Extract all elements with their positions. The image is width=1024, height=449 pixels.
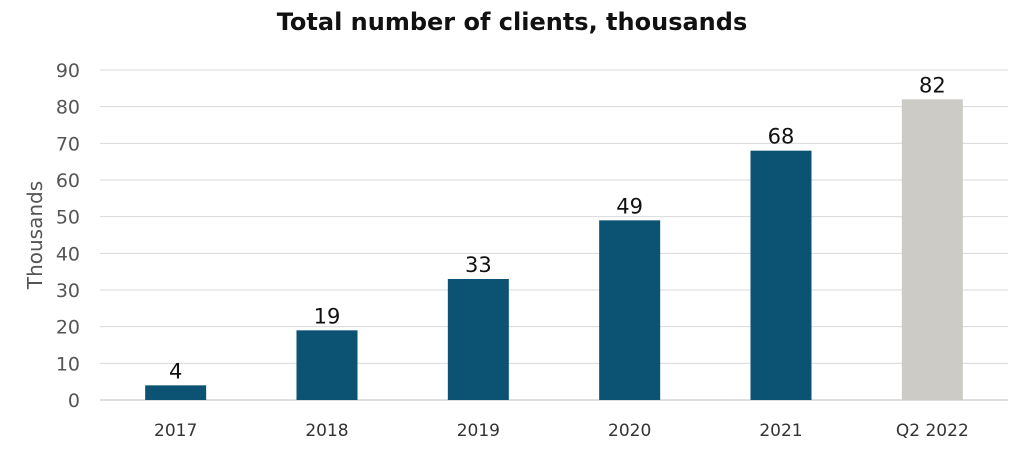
y-tick-label: 10 — [56, 353, 80, 375]
chart-title: Total number of clients, thousands — [276, 8, 748, 36]
x-tick-label: 2018 — [305, 421, 348, 441]
y-tick-label: 70 — [56, 133, 80, 155]
data-label: 19 — [314, 304, 341, 328]
bar-q2-2022 — [901, 99, 963, 400]
y-tick-label: 80 — [56, 97, 80, 119]
bar-2021 — [750, 150, 812, 400]
y-tick-label: 60 — [56, 170, 80, 192]
gridlines — [100, 69, 1008, 401]
data-labels: 4 19 33 49 68 82 — [169, 73, 946, 383]
x-axis-ticks: 2017 2018 2019 2020 2021 Q2 2022 — [154, 421, 969, 441]
x-tick-label: 2020 — [608, 421, 651, 441]
bars — [145, 99, 963, 400]
x-tick-label: 2019 — [457, 421, 500, 441]
y-tick-label: 30 — [56, 280, 80, 302]
y-tick-label: 0 — [68, 390, 80, 412]
bar-2019 — [447, 279, 509, 400]
y-tick-label: 50 — [56, 207, 80, 229]
y-tick-label: 40 — [56, 243, 80, 265]
bar-2020 — [599, 220, 661, 400]
x-tick-label: 2021 — [759, 421, 802, 441]
data-label: 82 — [919, 73, 946, 97]
y-tick-label: 20 — [56, 317, 80, 339]
y-axis-label: Thousands — [23, 181, 47, 290]
bar-2018 — [296, 330, 358, 400]
data-label: 4 — [169, 359, 182, 383]
y-tick-label: 90 — [56, 60, 80, 82]
x-tick-label: Q2 2022 — [896, 421, 969, 441]
data-label: 68 — [768, 125, 795, 149]
y-axis-ticks: 0 10 20 30 40 50 60 70 80 90 — [56, 60, 80, 412]
x-tick-label: 2017 — [154, 421, 197, 441]
data-label: 33 — [465, 253, 492, 277]
bar-2017 — [145, 385, 207, 400]
data-label: 49 — [616, 194, 643, 218]
